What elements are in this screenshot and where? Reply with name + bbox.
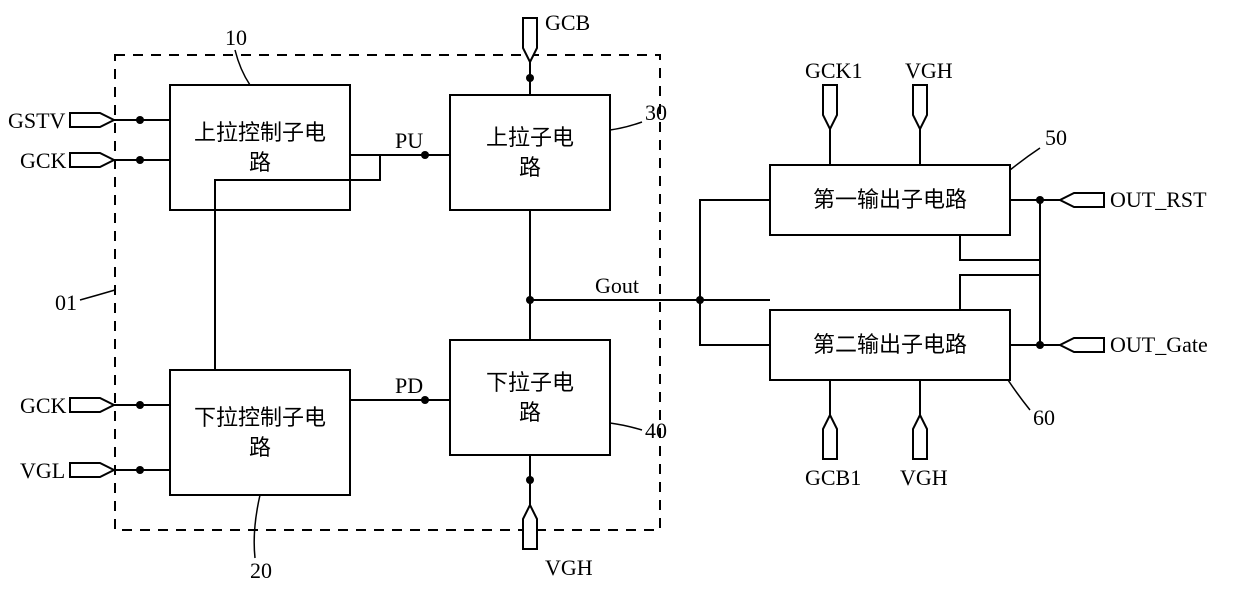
box-first-out: 第一输出子电路 (770, 165, 1010, 235)
pin-gstv: GSTV (8, 108, 170, 133)
tag-10: 10 (225, 25, 247, 50)
tag-50: 50 (1045, 125, 1067, 150)
box-pullup-sub: 上拉子电 路 (450, 95, 610, 210)
label-pd: PD (395, 373, 423, 398)
pin-gcb: GCB (523, 10, 590, 95)
box-second-out-label: 第二输出子电路 (813, 332, 967, 357)
box-pullup-sub-label-2: 路 (519, 155, 541, 180)
label-gout: Gout (595, 273, 639, 298)
box-pullup-ctrl-label-2: 路 (249, 150, 271, 175)
box-second-out: 第二输出子电路 (770, 310, 1010, 380)
callout-01 (80, 290, 115, 300)
pin-gcb1: GCB1 (805, 380, 861, 490)
tag-40: 40 (645, 418, 667, 443)
label-out-gate: OUT_Gate (1110, 332, 1208, 357)
box-pullup-ctrl-label-1: 上拉控制子电 (194, 120, 326, 145)
callout-30 (610, 122, 642, 130)
label-gcb: GCB (545, 10, 590, 35)
pin-vgh-bottom: VGH (523, 455, 593, 580)
wire-gout-to-second2 (700, 300, 770, 345)
box-pulldown-ctrl: 下拉控制子电 路 (170, 370, 350, 495)
callout-20 (254, 495, 260, 558)
wire-gout-up (700, 200, 770, 300)
pin-gck1: GCK1 (805, 58, 862, 165)
pin-gck-bot: GCK (20, 393, 170, 418)
box-pulldown-ctrl-label-2: 路 (249, 435, 271, 460)
pin-vgh-top: VGH (905, 58, 953, 165)
callout-40 (610, 423, 642, 430)
box-first-out-label: 第一输出子电路 (813, 187, 967, 212)
circuit-diagram: 上拉控制子电 路 下拉控制子电 路 上拉子电 路 下拉子电 路 第一输出子电路 … (0, 0, 1240, 608)
label-pu: PU (395, 128, 423, 153)
box-pulldown-ctrl-label-1: 下拉控制子电 (194, 405, 326, 430)
box-pulldown-sub-label-2: 路 (519, 400, 541, 425)
label-gck-bot: GCK (20, 393, 67, 418)
label-vgh-second: VGH (900, 465, 948, 490)
box-pulldown-sub: 下拉子电 路 (450, 340, 610, 455)
label-vgh-bottom: VGH (545, 555, 593, 580)
callout-60 (1008, 380, 1030, 410)
pin-vgl: VGL (20, 458, 170, 483)
tag-01: 01 (55, 290, 77, 315)
box-pullup-ctrl: 上拉控制子电 路 (170, 85, 350, 210)
callout-50 (1010, 148, 1040, 170)
label-gcb1: GCB1 (805, 465, 861, 490)
label-gstv: GSTV (8, 108, 66, 133)
label-gck1: GCK1 (805, 58, 862, 83)
box-pulldown-sub-label-1: 下拉子电 (486, 370, 574, 395)
label-vgl: VGL (20, 458, 65, 483)
tag-60: 60 (1033, 405, 1055, 430)
label-gck-top: GCK (20, 148, 67, 173)
pin-vgh-second: VGH (900, 380, 948, 490)
box-pullup-sub-label-1: 上拉子电 (486, 125, 574, 150)
pin-gck-top: GCK (20, 148, 170, 173)
tag-20: 20 (250, 558, 272, 583)
tag-30: 30 (645, 100, 667, 125)
label-out-rst: OUT_RST (1110, 187, 1207, 212)
label-vgh-top: VGH (905, 58, 953, 83)
